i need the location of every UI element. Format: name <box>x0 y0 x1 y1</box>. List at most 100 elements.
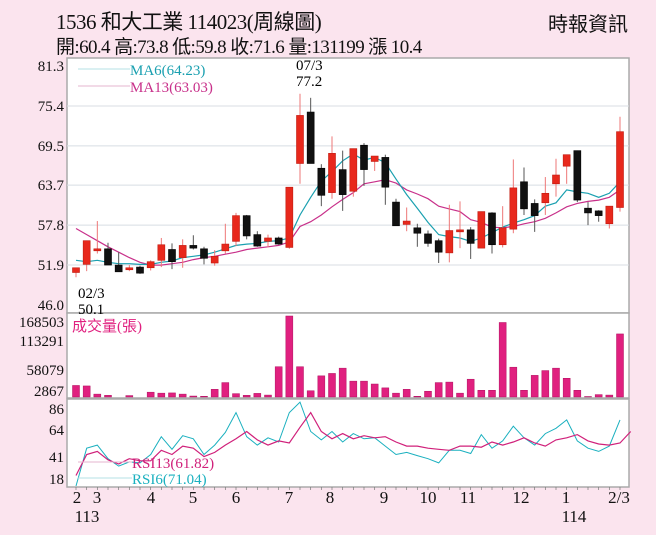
price-tick-label: 46.0 <box>38 298 64 314</box>
volume-bar <box>616 333 624 398</box>
x-tick-label: 8 <box>326 488 335 507</box>
candle <box>616 131 624 208</box>
candle <box>328 153 336 193</box>
volume-legend: 成交量(張) <box>72 317 142 335</box>
candle <box>285 186 294 248</box>
volume-bar <box>338 367 347 398</box>
price-tick-label: 75.4 <box>38 99 65 115</box>
x-tick-label: 3 <box>93 488 102 507</box>
volume-bar <box>424 390 432 398</box>
candle <box>360 144 368 170</box>
candle <box>381 157 390 188</box>
candle <box>434 240 443 253</box>
volume-bar <box>157 392 166 398</box>
candle <box>456 229 464 233</box>
volume-bar <box>370 383 379 398</box>
ma6-legend: MA6(64.23) <box>130 63 205 79</box>
x-tick-label: 9 <box>380 488 389 507</box>
candle <box>594 210 603 216</box>
volume-bar <box>178 393 187 398</box>
candle <box>114 264 123 273</box>
volume-bar <box>562 378 571 398</box>
candle <box>157 244 166 261</box>
volume-bar <box>232 393 240 398</box>
candle <box>466 229 475 244</box>
volume-bar <box>72 385 80 398</box>
volume-bar <box>434 382 443 398</box>
low-value-label: 50.1 <box>78 302 104 318</box>
candle <box>210 255 219 264</box>
candle <box>317 167 326 196</box>
volume-bar <box>200 396 208 398</box>
x-tick-label: 5 <box>189 488 198 507</box>
volume-bar <box>146 391 155 398</box>
candle <box>530 203 539 216</box>
volume-bar <box>125 395 134 398</box>
volume-bar <box>274 366 283 398</box>
volume-bar <box>402 389 411 398</box>
candle <box>136 266 144 274</box>
candle <box>125 267 134 271</box>
volume-bar <box>552 367 560 398</box>
candle <box>296 115 304 164</box>
volume-bar <box>168 392 176 398</box>
candle <box>168 249 176 262</box>
volume-bar <box>477 390 486 398</box>
volume-bar <box>456 392 464 398</box>
rsi-tick-label: 64 <box>49 423 65 439</box>
volume-bars <box>72 315 624 398</box>
volume-bar <box>466 378 475 398</box>
price-tick-label: 81.3 <box>38 59 64 75</box>
volume-bar <box>306 390 315 398</box>
candle <box>477 211 486 249</box>
volume-bar <box>328 373 336 398</box>
volume-bar <box>413 396 422 398</box>
volume-bar <box>488 390 496 398</box>
x-tick-label: 7 <box>285 488 294 507</box>
candle <box>584 207 592 214</box>
price-tick-label: 51.9 <box>38 258 64 274</box>
candle <box>520 181 528 210</box>
candle <box>445 230 454 254</box>
volume-tick-label: 168503 <box>19 315 64 331</box>
ma13-legend: MA13(63.03) <box>130 80 213 96</box>
candle <box>82 240 91 265</box>
x-tick-label: 2/3 <box>608 488 630 507</box>
volume-bar <box>189 395 198 398</box>
volume-bar <box>573 390 582 398</box>
candle <box>509 187 518 230</box>
year-label-113: 113 <box>75 507 100 526</box>
candle <box>498 227 507 246</box>
rsi6-line <box>75 401 621 487</box>
volume-bar <box>253 393 262 398</box>
price-tick-label: 69.5 <box>38 139 64 155</box>
source-label: 時報資訊 <box>548 14 628 36</box>
candle <box>392 201 400 227</box>
volume-bar <box>264 394 272 398</box>
rsi13-legend: RSI13(61.82) <box>132 456 214 472</box>
candle <box>605 205 614 225</box>
candle <box>370 155 379 162</box>
volume-bar <box>541 370 550 398</box>
candle <box>306 111 315 164</box>
x-tick-label: 12 <box>513 488 530 507</box>
ma13-line <box>75 179 621 266</box>
candle <box>72 267 80 273</box>
candle <box>189 245 198 249</box>
volume-bar <box>360 380 368 398</box>
volume-bar <box>285 315 294 398</box>
volume-bar <box>296 366 304 398</box>
volume-tick-label: 2867 <box>34 384 65 400</box>
rsi13-line <box>75 411 632 476</box>
candle <box>242 215 251 237</box>
x-tick-label: 10 <box>420 488 437 507</box>
candle <box>274 237 283 245</box>
chart-title: 1536 和大工業 114023(周線圖) <box>56 10 322 34</box>
volume-bar <box>349 380 358 398</box>
volume-bar <box>509 366 518 398</box>
candle <box>573 150 582 201</box>
candlesticks <box>72 93 624 278</box>
candle <box>200 248 208 259</box>
volume-bar <box>317 375 326 398</box>
